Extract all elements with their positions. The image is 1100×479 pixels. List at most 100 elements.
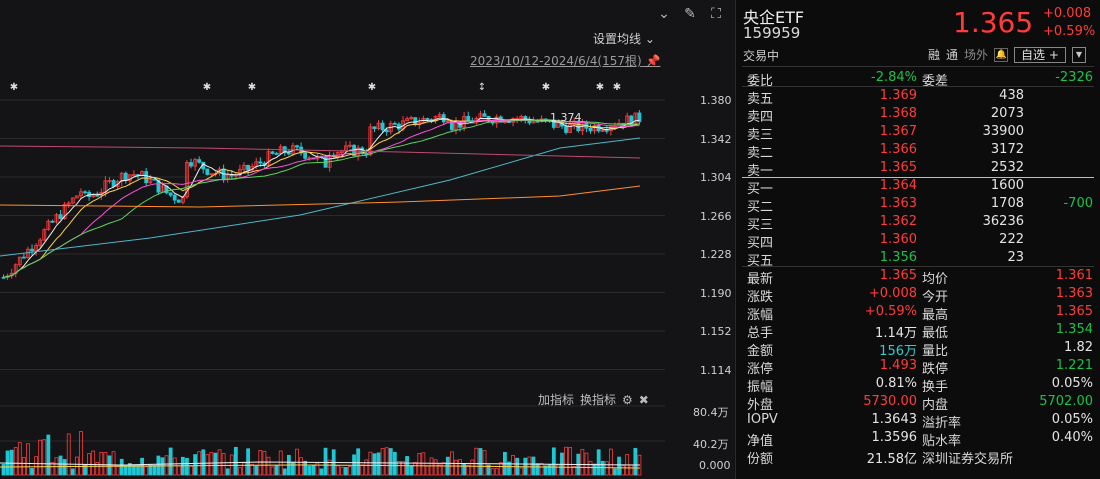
- ask-row[interactable]: 卖五 1.369 438: [736, 87, 1100, 107]
- pin-icon[interactable]: 📌: [645, 54, 661, 68]
- price-axis-label: 1.114: [700, 363, 732, 377]
- stat-label: 最低: [922, 326, 949, 341]
- bid-row[interactable]: 买一 1.364 1600: [736, 177, 1100, 197]
- bell-icon[interactable]: 🔔: [994, 47, 1009, 62]
- dropdown-icon[interactable]: ▼: [1071, 46, 1086, 63]
- volume-plot: [0, 405, 665, 476]
- volume-bar: [176, 465, 181, 476]
- bid-price: 1.356: [879, 250, 917, 265]
- volume-bar: [209, 452, 214, 476]
- candle-body: [555, 122, 560, 128]
- kline-chart-panel[interactable]: ⌄ ✎ ⛶ 设置均线 ⌄ 2023/10/12-2024/6/4(157根) 📌…: [0, 0, 734, 479]
- stat-label: 内盘: [922, 398, 949, 413]
- volume-bar: [441, 462, 446, 476]
- volume-bar: [115, 466, 120, 476]
- ask-row[interactable]: 卖二 1.366 3172: [736, 141, 1100, 161]
- volume-bar: [608, 448, 613, 476]
- volume-bar: [34, 456, 39, 476]
- stat-value: 0.40%: [1051, 430, 1093, 445]
- stat-label: 金额: [747, 344, 774, 359]
- candle-body: [30, 248, 34, 252]
- volume-bar: [568, 447, 573, 476]
- volume-bar: [282, 468, 287, 476]
- candlestick-plot[interactable]: ✱ ✱ ✱ ✱ ↕ ✱ ✱ ✱ 1.374: [0, 70, 665, 390]
- volume-bar: [262, 450, 267, 476]
- candle-body: [303, 152, 308, 159]
- settings-icon[interactable]: ⚙: [622, 392, 633, 407]
- candle-body: [66, 202, 71, 205]
- candle-body: [38, 239, 43, 246]
- candle-body: [74, 195, 79, 199]
- bid-row[interactable]: 买二 1.363 1708 -700: [736, 195, 1100, 215]
- candle-body: [409, 117, 414, 120]
- volume-bar: [278, 450, 283, 476]
- brush-icon[interactable]: ✎: [684, 6, 696, 22]
- volume-bar: [543, 465, 548, 476]
- collapse-circle-icon[interactable]: ⌄: [658, 6, 670, 22]
- volume-bar: [380, 448, 385, 476]
- price-change: +0.008: [1043, 6, 1092, 21]
- candle-body: [58, 214, 63, 219]
- tag-otc[interactable]: 场外: [964, 48, 989, 62]
- swap-indicator-button[interactable]: 换指标: [580, 393, 617, 407]
- candle-body: [413, 117, 418, 125]
- volume-bar: [254, 465, 259, 476]
- volume-bar: [401, 461, 405, 476]
- candle-body: [115, 181, 120, 187]
- stat-value: 1.3643: [871, 412, 918, 427]
- volume-bar: [388, 448, 393, 476]
- volume-bar: [344, 467, 348, 476]
- tag-connect[interactable]: 通: [946, 48, 959, 62]
- event-marker: ✱: [596, 82, 604, 93]
- fullscreen-icon[interactable]: ⛶: [711, 6, 721, 22]
- candle-body: [50, 220, 55, 223]
- add-indicator-button[interactable]: 加指标: [538, 393, 575, 407]
- candle-body: [588, 127, 593, 132]
- bid-row[interactable]: 买三 1.362 36236: [736, 213, 1100, 233]
- volume-bar: [201, 449, 206, 476]
- stat-value: 156万: [879, 344, 917, 359]
- volume-bar: [164, 455, 169, 476]
- volume-bar: [413, 462, 418, 476]
- ask-volume: 2532: [990, 160, 1024, 175]
- date-range-link[interactable]: 2023/10/12-2024/6/4(157根) 📌: [470, 52, 660, 69]
- candle-body: [568, 124, 573, 133]
- bid-row[interactable]: 买五 1.356 23: [736, 249, 1100, 269]
- bid-row[interactable]: 买四 1.360 222: [736, 231, 1100, 251]
- weibi-value: -2.84%: [871, 70, 917, 85]
- ma-setting-button[interactable]: 设置均线 ⌄: [593, 32, 655, 46]
- candle-body: [21, 256, 26, 259]
- volume-bar: [433, 459, 438, 476]
- volume-bar: [339, 466, 344, 476]
- order-book-divider: [742, 177, 1094, 178]
- candle-body: [266, 151, 271, 166]
- volume-bar: [527, 456, 532, 476]
- volume-bar: [233, 446, 238, 476]
- stat-label: 总手: [747, 326, 774, 341]
- stat-value: 5730.00: [863, 394, 917, 409]
- volume-bar: [127, 463, 132, 476]
- candle-body: [376, 122, 381, 129]
- add-watchlist-button[interactable]: 自选 +: [1014, 46, 1066, 63]
- ask-row[interactable]: 卖四 1.368 2073: [736, 105, 1100, 125]
- volume-bar: [99, 452, 104, 476]
- volume-bar: [458, 459, 462, 476]
- stat-value: 1.361: [1055, 268, 1093, 283]
- event-marker: ✱: [248, 82, 256, 93]
- volume-bar: [551, 447, 556, 476]
- close-icon[interactable]: ✖: [638, 392, 649, 407]
- stat-row: 最新 1.365 均价 1.361: [736, 267, 1100, 287]
- volume-bar: [372, 453, 377, 476]
- candle-body: [111, 180, 116, 187]
- bid-label: 买四: [747, 236, 774, 251]
- ask-row[interactable]: 卖一 1.365 2532: [736, 159, 1100, 179]
- volume-bar: [392, 452, 397, 476]
- volume-bar: [429, 457, 434, 476]
- tag-margin[interactable]: 融: [928, 48, 941, 62]
- bid-price: 1.364: [879, 178, 917, 193]
- stat-label: 外盘: [747, 398, 774, 413]
- volume-bar: [13, 447, 18, 476]
- ask-row[interactable]: 卖三 1.367 33900: [736, 123, 1100, 143]
- volume-bar: [466, 464, 471, 476]
- volume-bar: [225, 468, 230, 476]
